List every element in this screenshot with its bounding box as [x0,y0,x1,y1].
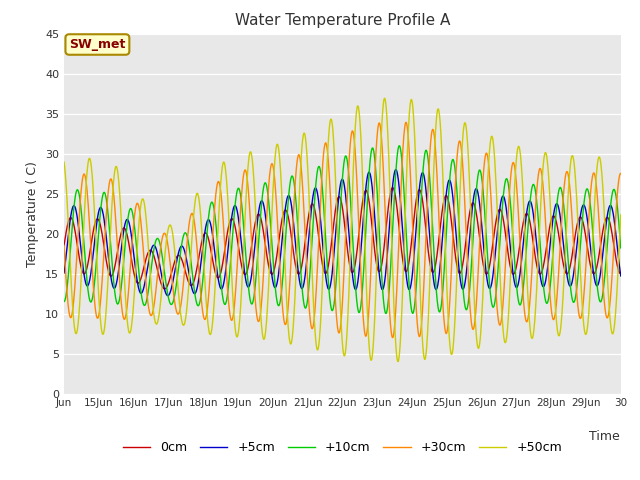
+50cm [394,359,402,364]
+10cm [331,296,339,301]
+30cm [602,307,609,313]
+30cm [389,335,397,340]
Y-axis label: Temperature ( C): Temperature ( C) [26,161,40,266]
+50cm [499,326,507,332]
Line: +10cm: +10cm [64,146,621,313]
+10cm [60,299,68,304]
0cm [161,286,168,292]
+10cm [601,271,609,277]
0cm [602,217,609,223]
+30cm [331,286,339,292]
+10cm [316,166,324,171]
Line: +30cm: +30cm [64,122,621,337]
+50cm [88,176,96,181]
+30cm [617,170,625,176]
0cm [389,185,397,191]
+5cm [392,167,399,172]
Line: +50cm: +50cm [64,98,621,361]
+50cm [617,212,625,217]
+50cm [60,159,68,165]
+50cm [316,329,324,335]
0cm [499,215,507,221]
+5cm [499,193,507,199]
+30cm [499,301,507,307]
0cm [316,247,324,252]
0cm [88,233,96,239]
+10cm [382,311,390,316]
+5cm [601,231,609,237]
0cm [601,218,609,224]
+10cm [602,268,609,274]
+5cm [316,214,324,219]
+10cm [499,197,507,203]
0cm [60,243,68,249]
Legend: 0cm, +5cm, +10cm, +30cm, +50cm: 0cm, +5cm, +10cm, +30cm, +50cm [118,436,567,459]
X-axis label: Time: Time [589,430,620,443]
+10cm [396,143,403,149]
0cm [617,271,625,276]
0cm [331,210,339,216]
+50cm [331,159,339,165]
+10cm [617,245,625,251]
+50cm [602,229,609,235]
+30cm [316,211,324,216]
+5cm [617,273,625,279]
Line: +5cm: +5cm [64,169,621,296]
Line: 0cm: 0cm [64,188,621,289]
+30cm [601,305,609,311]
+5cm [602,229,609,235]
+5cm [88,258,96,264]
+50cm [601,223,609,229]
Text: SW_met: SW_met [69,38,125,51]
+50cm [381,96,388,101]
Title: Water Temperature Profile A: Water Temperature Profile A [235,13,450,28]
+30cm [402,120,410,125]
+30cm [88,269,96,275]
+5cm [331,238,339,244]
+30cm [60,243,68,249]
+5cm [60,270,68,276]
+10cm [88,295,96,301]
+5cm [164,293,172,299]
